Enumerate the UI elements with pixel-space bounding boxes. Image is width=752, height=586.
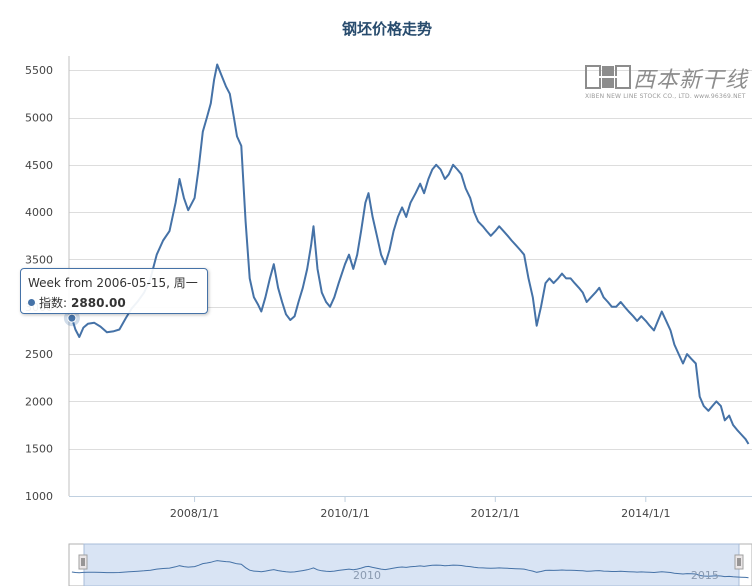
y-tick-label: 5000 bbox=[25, 112, 53, 125]
y-tick-label: 2500 bbox=[25, 348, 53, 361]
watermark-english-text: XIBEN NEW LINE STOCK CO., LTD. www.96369… bbox=[585, 93, 746, 100]
series-line-index bbox=[70, 63, 750, 445]
tooltip-series-label: 指数: bbox=[39, 296, 68, 310]
tooltip-header: Week from 2006-05-15, 周一 bbox=[28, 276, 198, 290]
navigator-label: 2015 bbox=[691, 569, 719, 582]
y-tick-label: 4500 bbox=[25, 159, 53, 172]
navigator-left-handle[interactable] bbox=[78, 554, 88, 570]
x-tick-label: 2010/1/1 bbox=[320, 507, 369, 520]
navigator-label: 2010 bbox=[353, 569, 381, 582]
tooltip-value-row: 指数: 2880.00 bbox=[28, 294, 200, 311]
navigator-right-handle[interactable] bbox=[734, 554, 744, 570]
y-tick-label: 2000 bbox=[25, 395, 53, 408]
x-tick-label: 2014/1/1 bbox=[621, 507, 670, 520]
watermark-chinese-text: 西本新干线 bbox=[633, 68, 749, 93]
x-axis-tick-labels: 2008/1/1 2010/1/1 2012/1/1 2014/1/1 bbox=[170, 496, 670, 520]
series-color-dot bbox=[28, 299, 35, 306]
y-tick-label: 4000 bbox=[25, 206, 53, 219]
navigator[interactable]: 2010 2015 bbox=[68, 543, 752, 586]
hover-point-marker[interactable] bbox=[67, 313, 77, 323]
watermark-logo: 西本新干线 XIBEN NEW LINE STOCK CO., LTD. www… bbox=[585, 62, 750, 104]
chart-title: 钢坯价格走势 bbox=[342, 20, 432, 38]
navigator-tick-labels: 2010 2015 bbox=[353, 569, 719, 582]
y-tick-label: 5500 bbox=[25, 64, 53, 77]
x-tick-label: 2012/1/1 bbox=[471, 507, 520, 520]
logo-mark-icon bbox=[585, 65, 631, 89]
y-axis-tick-labels: 1000150020002500300035004000450050005500 bbox=[25, 64, 53, 503]
y-tick-label: 1500 bbox=[25, 443, 53, 456]
y-tick-label: 1000 bbox=[25, 490, 53, 503]
navigator-selected-range[interactable] bbox=[83, 543, 740, 586]
navigator-series-line bbox=[71, 560, 749, 579]
y-tick-label: 3500 bbox=[25, 253, 53, 266]
x-tick-label: 2008/1/1 bbox=[170, 507, 219, 520]
tooltip-value: 2880.00 bbox=[71, 296, 126, 310]
data-tooltip: Week from 2006-05-15, 周一 指数: 2880.00 bbox=[20, 268, 208, 314]
